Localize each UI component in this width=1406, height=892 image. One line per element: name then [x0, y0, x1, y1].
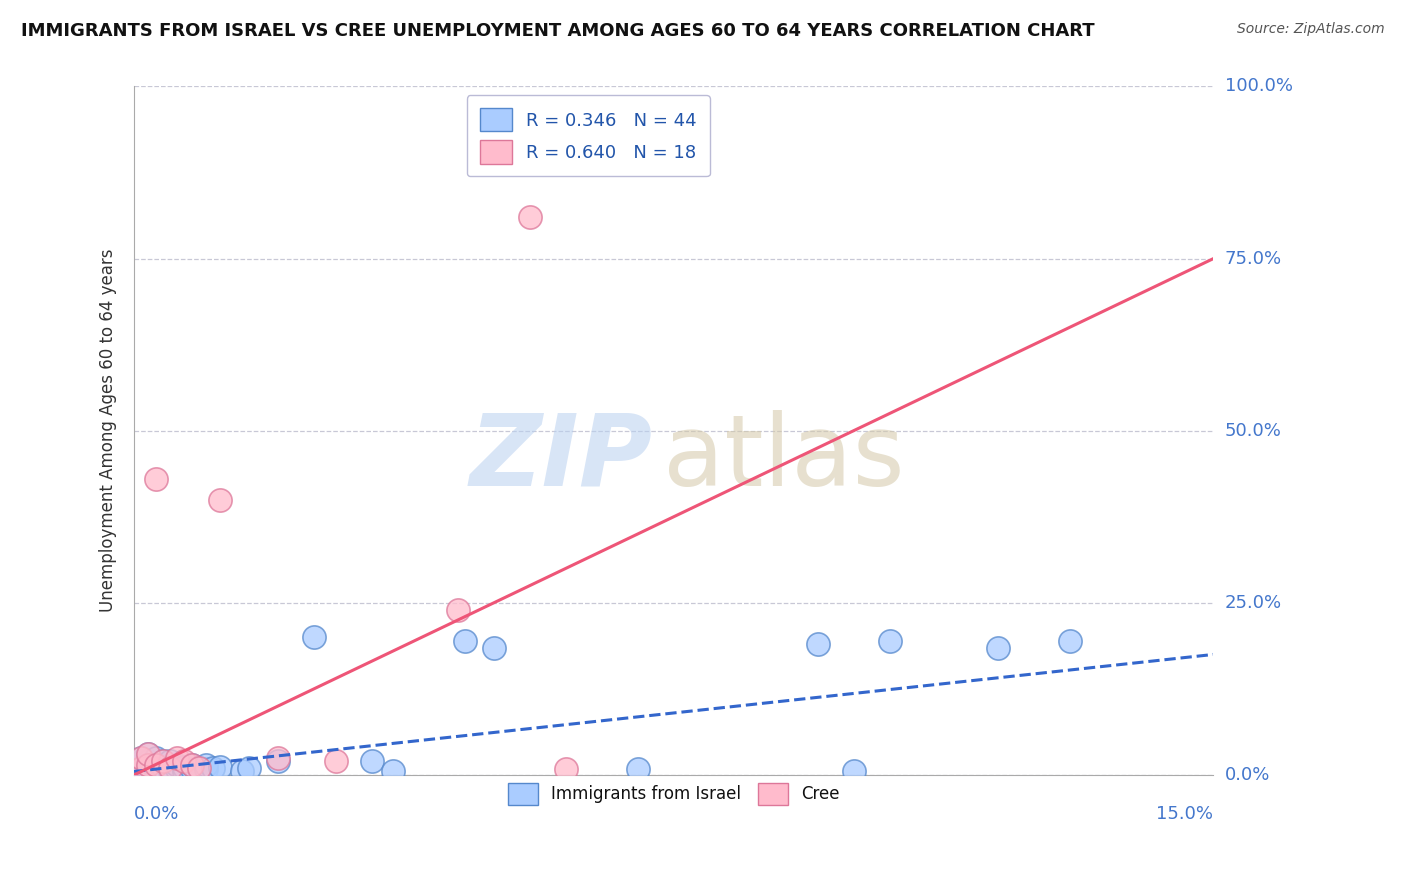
Text: 15.0%: 15.0% [1157, 805, 1213, 823]
Point [195, 757, 218, 772]
Point [129, 750, 152, 764]
Point [267, 750, 290, 764]
Point [138, 754, 160, 768]
Point [1059, 633, 1081, 648]
Text: Source: ZipAtlas.com: Source: ZipAtlas.com [1237, 22, 1385, 37]
Point [166, 750, 188, 764]
Point [209, 759, 232, 773]
Point [145, 472, 167, 486]
Point [879, 633, 901, 648]
Text: 25.0%: 25.0% [1225, 594, 1282, 612]
Point [138, 757, 160, 772]
Point [173, 759, 195, 773]
Point [187, 761, 209, 775]
Point [159, 754, 181, 768]
Point [145, 757, 167, 772]
Point [145, 764, 167, 779]
Point [482, 640, 505, 655]
Point [145, 761, 167, 775]
Point [129, 757, 152, 772]
Point [195, 763, 218, 777]
Point [129, 761, 152, 775]
Point [180, 757, 202, 772]
Point [129, 754, 152, 768]
Point [554, 763, 576, 777]
Point [152, 759, 174, 773]
Text: 0.0%: 0.0% [134, 805, 180, 823]
Point [267, 754, 290, 768]
Point [138, 757, 160, 772]
Point [209, 492, 232, 507]
Point [325, 754, 347, 768]
Point [138, 761, 160, 775]
Point [138, 764, 160, 779]
Point [129, 761, 152, 775]
Point [166, 763, 188, 777]
Point [145, 757, 167, 772]
Text: 100.0%: 100.0% [1225, 78, 1292, 95]
Text: 75.0%: 75.0% [1225, 250, 1282, 268]
Point [202, 761, 225, 775]
Text: 0.0%: 0.0% [1225, 766, 1270, 784]
Text: IMMIGRANTS FROM ISRAEL VS CREE UNEMPLOYMENT AMONG AGES 60 TO 64 YEARS CORRELATIO: IMMIGRANTS FROM ISRAEL VS CREE UNEMPLOYM… [21, 22, 1095, 40]
Point [173, 754, 195, 768]
Point [173, 764, 195, 779]
Point [180, 763, 202, 777]
Point [238, 761, 260, 775]
Point [145, 750, 167, 764]
Point [519, 211, 541, 225]
Point [166, 757, 188, 772]
Point [447, 603, 470, 617]
Point [138, 747, 160, 762]
Point [187, 761, 209, 775]
Point [360, 754, 382, 768]
Point [987, 640, 1010, 655]
Point [627, 763, 650, 777]
Point [152, 763, 174, 777]
Point [807, 637, 830, 651]
Point [180, 757, 202, 772]
Point [152, 754, 174, 768]
Point [152, 754, 174, 768]
Point [231, 764, 253, 779]
Text: atlas: atlas [664, 409, 904, 507]
Point [842, 764, 865, 779]
Point [382, 764, 405, 779]
Point [129, 750, 152, 764]
Legend: Immigrants from Israel, Cree: Immigrants from Israel, Cree [501, 777, 846, 812]
Point [159, 761, 181, 775]
Point [138, 747, 160, 762]
Y-axis label: Unemployment Among Ages 60 to 64 years: Unemployment Among Ages 60 to 64 years [100, 249, 117, 613]
Point [454, 633, 477, 648]
Point [159, 761, 181, 775]
Point [302, 630, 325, 644]
Text: 50.0%: 50.0% [1225, 422, 1281, 440]
Text: ZIP: ZIP [470, 409, 652, 507]
Point [159, 764, 181, 779]
